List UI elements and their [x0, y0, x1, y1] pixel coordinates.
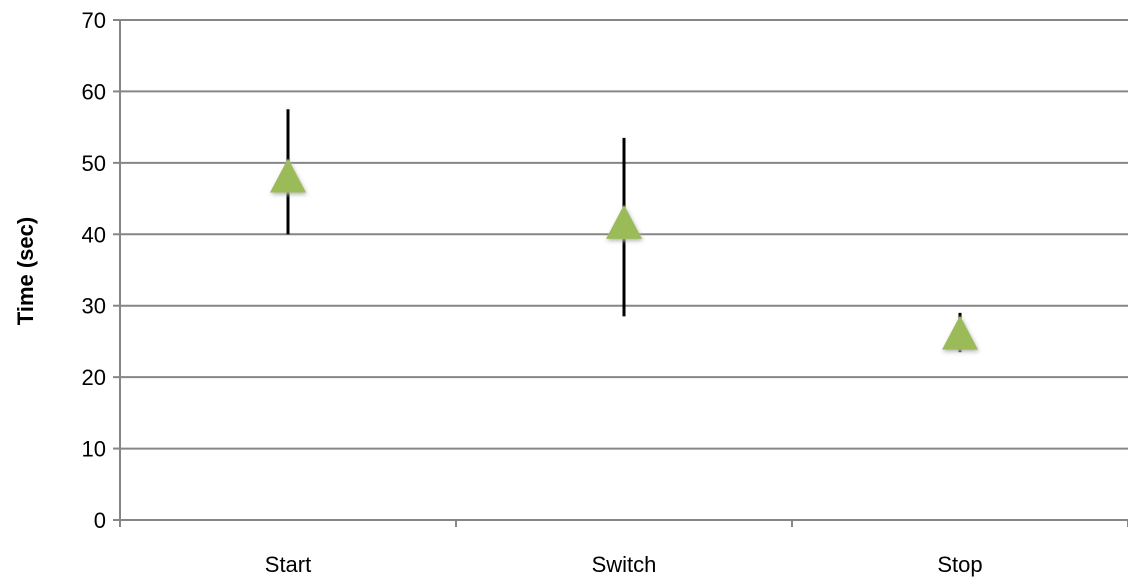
- x-tick-labels: Start Switch Stop: [265, 552, 983, 577]
- y-tick-label: 0: [94, 508, 106, 533]
- axes: [119, 20, 1128, 521]
- x-tick-label-start: Start: [265, 552, 311, 577]
- data-point-start: [270, 158, 306, 193]
- y-tick-label: 70: [82, 8, 106, 33]
- data-point-stop: [942, 315, 978, 350]
- y-tick-label: 20: [82, 365, 106, 390]
- y-tick-label: 50: [82, 151, 106, 176]
- x-tick-label-stop: Stop: [937, 552, 982, 577]
- gridlines: [113, 19, 1128, 521]
- y-tick-label: 60: [82, 79, 106, 104]
- data-markers: [260, 158, 988, 352]
- x-tick-label-switch: Switch: [592, 552, 657, 577]
- y-tick-label: 10: [82, 437, 106, 462]
- y-tick-label: 40: [82, 222, 106, 247]
- y-tick-label: 30: [82, 294, 106, 319]
- x-ticks: [119, 520, 1128, 527]
- y-axis-title: Time (sec): [13, 217, 38, 325]
- y-tick-labels: 0 10 20 30 40 50 60 70: [82, 8, 106, 533]
- data-point-switch: [606, 204, 642, 239]
